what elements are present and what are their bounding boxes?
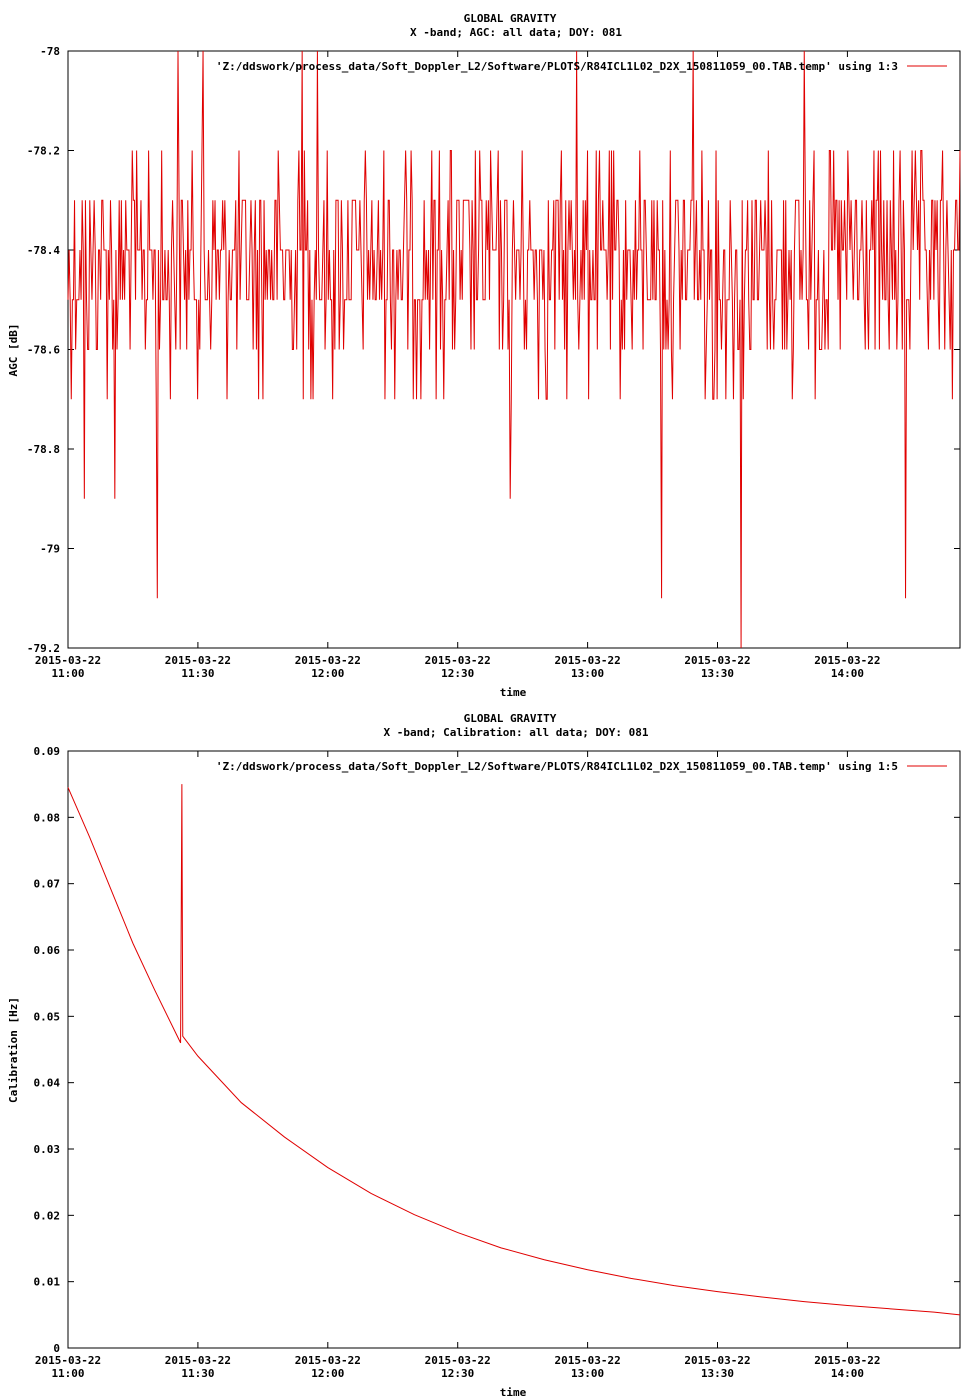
cal-axis-ticks: 0.090.080.070.060.050.040.030.020.010201…	[34, 745, 960, 1380]
agc-y-tick-label: -78	[40, 45, 60, 58]
cal-y-tick-label: 0.05	[34, 1010, 61, 1023]
agc-x-axis-label: time	[500, 686, 527, 699]
cal-x-tick-time: 14:00	[831, 1367, 864, 1380]
cal-x-tick-time: 12:30	[441, 1367, 474, 1380]
agc-x-tick-time: 13:30	[701, 667, 734, 680]
cal-x-tick-date: 2015-03-22	[165, 1354, 231, 1367]
cal-x-tick-date: 2015-03-22	[684, 1354, 750, 1367]
agc-chart: GLOBAL GRAVITY X -band; AGC: all data; D…	[7, 12, 961, 699]
cal-x-tick-date: 2015-03-22	[814, 1354, 880, 1367]
cal-y-tick-label: 0.01	[34, 1276, 61, 1289]
agc-x-tick-time: 11:00	[51, 667, 84, 680]
agc-x-tick-date: 2015-03-22	[684, 654, 750, 667]
agc-x-tick-time: 12:00	[311, 667, 344, 680]
agc-x-tick-date: 2015-03-22	[554, 654, 620, 667]
agc-y-tick-label: -79.2	[27, 642, 60, 655]
agc-chart-subtitle: X -band; AGC: all data; DOY: 081	[410, 26, 622, 39]
cal-x-tick-date: 2015-03-22	[35, 1354, 101, 1367]
agc-y-tick-label: -79	[40, 543, 60, 556]
cal-plot-frame	[67, 750, 961, 1349]
agc-x-tick-time: 13:00	[571, 667, 604, 680]
cal-x-tick-date: 2015-03-22	[295, 1354, 361, 1367]
agc-y-tick-label: -78.4	[27, 244, 60, 257]
cal-chart-subtitle: X -band; Calibration: all data; DOY: 081	[384, 726, 649, 739]
agc-y-tick-label: -78.8	[27, 443, 60, 456]
cal-x-tick-time: 13:00	[571, 1367, 604, 1380]
agc-axis-ticks: -78-78.2-78.4-78.6-78.8-79-79.22015-03-2…	[27, 45, 960, 680]
agc-x-tick-time: 11:30	[181, 667, 214, 680]
agc-legend-label: 'Z:/ddswork/process_data/Soft_Doppler_L2…	[216, 60, 898, 73]
cal-y-tick-label: 0	[53, 1342, 60, 1355]
agc-x-tick-time: 14:00	[831, 667, 864, 680]
cal-legend-label: 'Z:/ddswork/process_data/Soft_Doppler_L2…	[216, 760, 898, 773]
cal-y-tick-label: 0.09	[34, 745, 61, 758]
cal-x-tick-date: 2015-03-22	[554, 1354, 620, 1367]
cal-y-tick-label: 0.07	[34, 878, 61, 891]
agc-x-tick-date: 2015-03-22	[425, 654, 491, 667]
cal-series-group	[67, 784, 961, 1316]
cal-y-tick-label: 0.03	[34, 1143, 61, 1156]
agc-x-tick-date: 2015-03-22	[165, 654, 231, 667]
cal-x-tick-time: 12:00	[311, 1367, 344, 1380]
agc-chart-title: GLOBAL GRAVITY	[464, 12, 557, 25]
cal-y-axis-label: Calibration [Hz]	[7, 997, 20, 1103]
agc-series-group	[67, 50, 961, 649]
cal-chart-title: GLOBAL GRAVITY	[464, 712, 557, 725]
cal-y-tick-label: 0.02	[34, 1209, 61, 1222]
cal-x-tick-time: 13:30	[701, 1367, 734, 1380]
cal-y-tick-label: 0.08	[34, 811, 61, 824]
agc-y-tick-label: -78.2	[27, 145, 60, 158]
agc-x-tick-date: 2015-03-22	[295, 654, 361, 667]
agc-x-tick-date: 2015-03-22	[35, 654, 101, 667]
agc-x-tick-date: 2015-03-22	[814, 654, 880, 667]
calibration-chart: GLOBAL GRAVITY X -band; Calibration: all…	[7, 712, 961, 1399]
cal-x-axis-label: time	[500, 1386, 527, 1399]
cal-y-tick-label: 0.06	[34, 944, 61, 957]
cal-x-tick-time: 11:30	[181, 1367, 214, 1380]
agc-y-axis-label: AGC [dB]	[7, 324, 20, 377]
cal-x-tick-time: 11:00	[51, 1367, 84, 1380]
agc-series-line	[67, 50, 961, 649]
agc-x-tick-time: 12:30	[441, 667, 474, 680]
cal-series-line	[67, 784, 961, 1316]
cal-y-tick-label: 0.04	[34, 1077, 61, 1090]
cal-x-tick-date: 2015-03-22	[425, 1354, 491, 1367]
agc-y-tick-label: -78.6	[27, 344, 60, 357]
